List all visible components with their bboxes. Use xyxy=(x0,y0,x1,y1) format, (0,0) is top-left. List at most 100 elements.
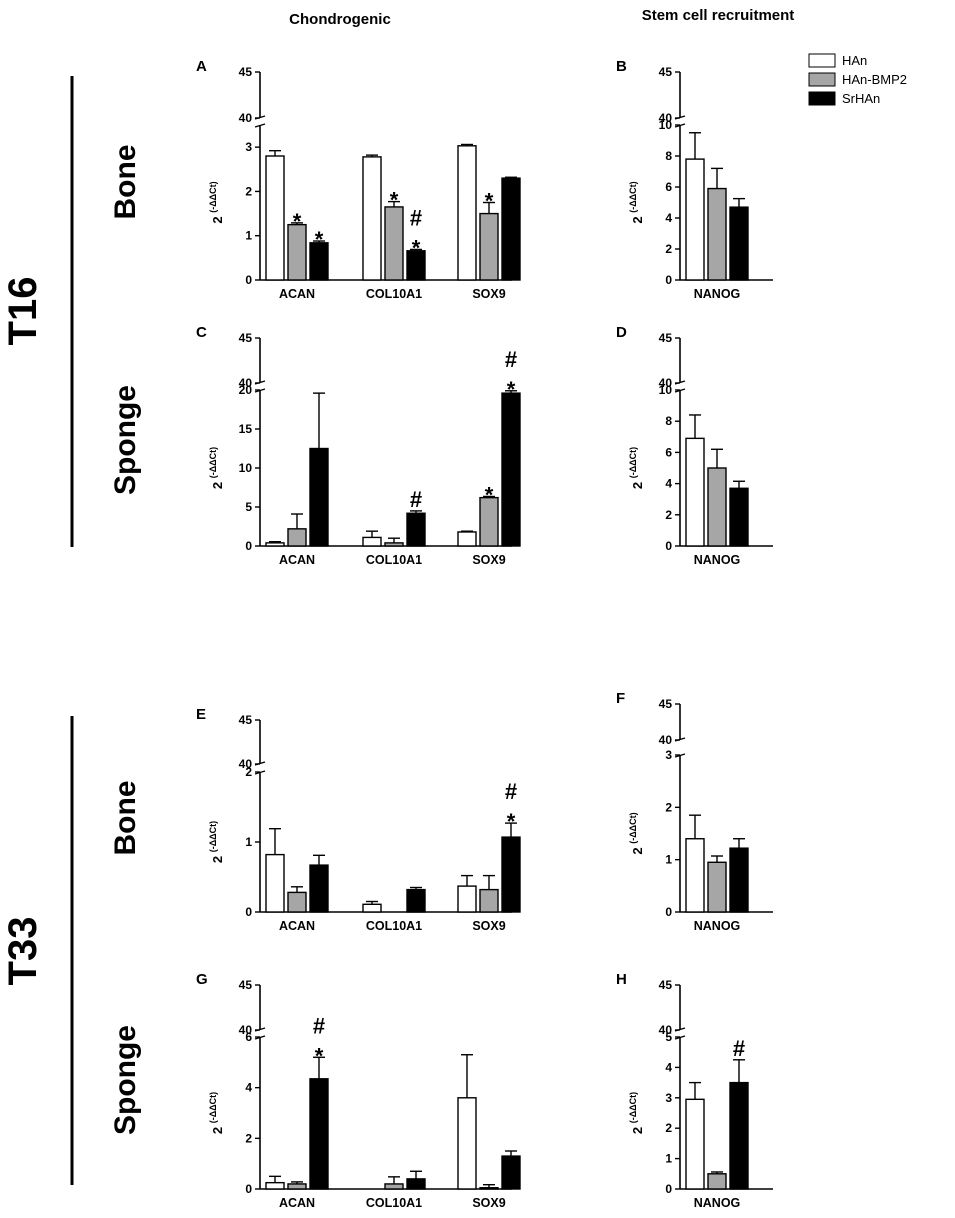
bar-g-sox9-han xyxy=(457,1097,477,1190)
y-tick-label-g: 0 xyxy=(245,1182,252,1196)
bar-b-nanog-srhan xyxy=(729,206,749,281)
hash-g: # xyxy=(313,1013,325,1038)
bar-c-col10a1-srhan xyxy=(406,512,426,547)
y-tick-label-h: 5 xyxy=(665,1030,672,1044)
x-tick-label-g-col10a1: COL10A1 xyxy=(366,1196,422,1210)
bar-h-nanog-han-bmp2 xyxy=(707,1173,727,1190)
bar-h-nanog-han xyxy=(685,1098,705,1190)
y-tick-label-a: 2 xyxy=(245,184,252,198)
panel-letter-c: C xyxy=(196,324,207,341)
legend: HAn HAn-BMP2 SrHAn xyxy=(808,53,907,106)
bar-c-sox9-srhan xyxy=(501,392,521,547)
bar-c-acan-srhan xyxy=(309,447,329,547)
legend-item-han-bmp2: HAn-BMP2 xyxy=(808,72,907,87)
y-tick-label-h: 45 xyxy=(659,978,673,992)
asterisk-a: * xyxy=(315,227,324,252)
y-tick-label-c: 10 xyxy=(239,461,253,475)
y-tick-label-g: 4 xyxy=(245,1081,252,1095)
y-tick-label-d: 8 xyxy=(665,414,672,428)
axis-break-mark-a xyxy=(254,123,266,128)
bar-g-sox9-srhan xyxy=(501,1155,521,1190)
x-tick-label-c-acan: ACAN xyxy=(279,553,315,567)
panel-letter-d: D xyxy=(616,324,627,341)
asterisk-a: * xyxy=(293,209,302,234)
y-tick-label-h: 40 xyxy=(659,1023,673,1037)
y-tick-label-a: 3 xyxy=(245,140,252,154)
y-tick-label-b: 6 xyxy=(665,180,672,194)
header-stem-cell-recruitment: Stem cell recruitment xyxy=(642,7,795,24)
asterisk-c: * xyxy=(485,482,494,507)
y-tick-label-d: 2 xyxy=(665,508,672,522)
legend-label-han: HAn xyxy=(842,53,867,68)
legend-swatch-han xyxy=(808,53,836,68)
x-tick-label-h-nanog: NANOG xyxy=(694,1196,741,1210)
hash-c: # xyxy=(505,347,517,372)
asterisk-a: * xyxy=(390,188,399,213)
x-tick-label-e-col10a1: COL10A1 xyxy=(366,919,422,933)
y-tick-label-c: 40 xyxy=(239,376,253,390)
y-tick-label-d: 40 xyxy=(659,376,673,390)
bar-e-col10a1-han xyxy=(362,903,382,913)
x-tick-label-e-sox9: SOX9 xyxy=(472,919,505,933)
y-tick-label-f: 0 xyxy=(665,905,672,919)
panel-f: F 0 1 2 340 45 2 (-ΔΔCt) NANOG xyxy=(616,690,773,933)
y-tick-label-g: 45 xyxy=(239,978,253,992)
bar-e-sox9-han-bmp2 xyxy=(479,888,499,913)
y-tick-label-d: 45 xyxy=(659,331,673,345)
panel-letter-g: G xyxy=(196,971,208,988)
y-tick-label-e: 40 xyxy=(239,757,253,771)
asterisk-a: * xyxy=(485,189,494,214)
bar-d-nanog-srhan xyxy=(729,487,749,547)
x-tick-label-f-nanog: NANOG xyxy=(694,919,741,933)
row-label-bone-t33: Bone xyxy=(109,781,142,856)
bar-a-sox9-han-bmp2 xyxy=(479,212,499,281)
panel-g: G 0 2 4 640 45 2 (-ΔΔCt) ACAN COL10A1 SOX9 * # xyxy=(196,971,521,1210)
bar-e-acan-han-bmp2 xyxy=(287,891,307,913)
x-tick-label-a-sox9: SOX9 xyxy=(472,287,505,301)
header-chondrogenic: Chondrogenic xyxy=(289,11,391,28)
bar-b-nanog-han-bmp2 xyxy=(707,187,727,281)
bar-c-acan-han-bmp2 xyxy=(287,528,307,547)
y-tick-label-c: 45 xyxy=(239,331,253,345)
panel-a: A 0 1 2 3 40 45 2 (-ΔΔCt) ACAN COL10A1 SOX9 * * * * # * xyxy=(196,58,521,301)
y-tick-label-h: 3 xyxy=(665,1091,672,1105)
y-tick-label-f: 40 xyxy=(659,733,673,747)
bar-e-col10a1-srhan xyxy=(406,888,426,913)
y-tick-label-a: 40 xyxy=(239,111,253,125)
y-tick-label-f: 1 xyxy=(665,853,672,867)
panel-letter-e: E xyxy=(196,706,206,723)
bar-f-nanog-han xyxy=(685,838,705,913)
y-tick-label-d: 6 xyxy=(665,445,672,459)
y-axis-label-a: 2 (-ΔΔCt) xyxy=(208,181,225,223)
bar-g-col10a1-srhan xyxy=(406,1178,426,1190)
hash-a: # xyxy=(410,205,422,230)
bar-g-acan-han xyxy=(265,1181,285,1190)
y-tick-label-c: 0 xyxy=(245,539,252,553)
bar-d-nanog-han-bmp2 xyxy=(707,467,727,547)
bar-e-acan-han xyxy=(265,853,285,913)
panel-letter-h: H xyxy=(616,971,627,988)
y-axis-label-d: 2 (-ΔΔCt) xyxy=(628,447,645,489)
y-tick-label-a: 1 xyxy=(245,229,252,243)
x-tick-label-g-sox9: SOX9 xyxy=(472,1196,505,1210)
y-tick-label-d: 10 xyxy=(659,383,673,397)
asterisk-a: * xyxy=(412,235,421,260)
asterisk-e: * xyxy=(507,809,516,834)
group-label-t16: T16 xyxy=(1,277,45,346)
bar-g-sox9-han-bmp2 xyxy=(479,1187,499,1190)
y-tick-label-b: 40 xyxy=(659,111,673,125)
group-label-t33: T33 xyxy=(1,917,45,986)
y-tick-label-f: 2 xyxy=(665,800,672,814)
y-tick-label-d: 4 xyxy=(665,477,672,491)
panel-letter-f: F xyxy=(616,690,625,707)
panel-letter-a: A xyxy=(196,58,207,75)
y-tick-label-g: 6 xyxy=(245,1030,252,1044)
x-tick-label-a-col10a1: COL10A1 xyxy=(366,287,422,301)
x-tick-label-c-col10a1: COL10A1 xyxy=(366,553,422,567)
y-tick-label-h: 1 xyxy=(665,1152,672,1166)
bar-e-acan-srhan xyxy=(309,864,329,913)
bar-c-acan-han xyxy=(265,542,285,547)
